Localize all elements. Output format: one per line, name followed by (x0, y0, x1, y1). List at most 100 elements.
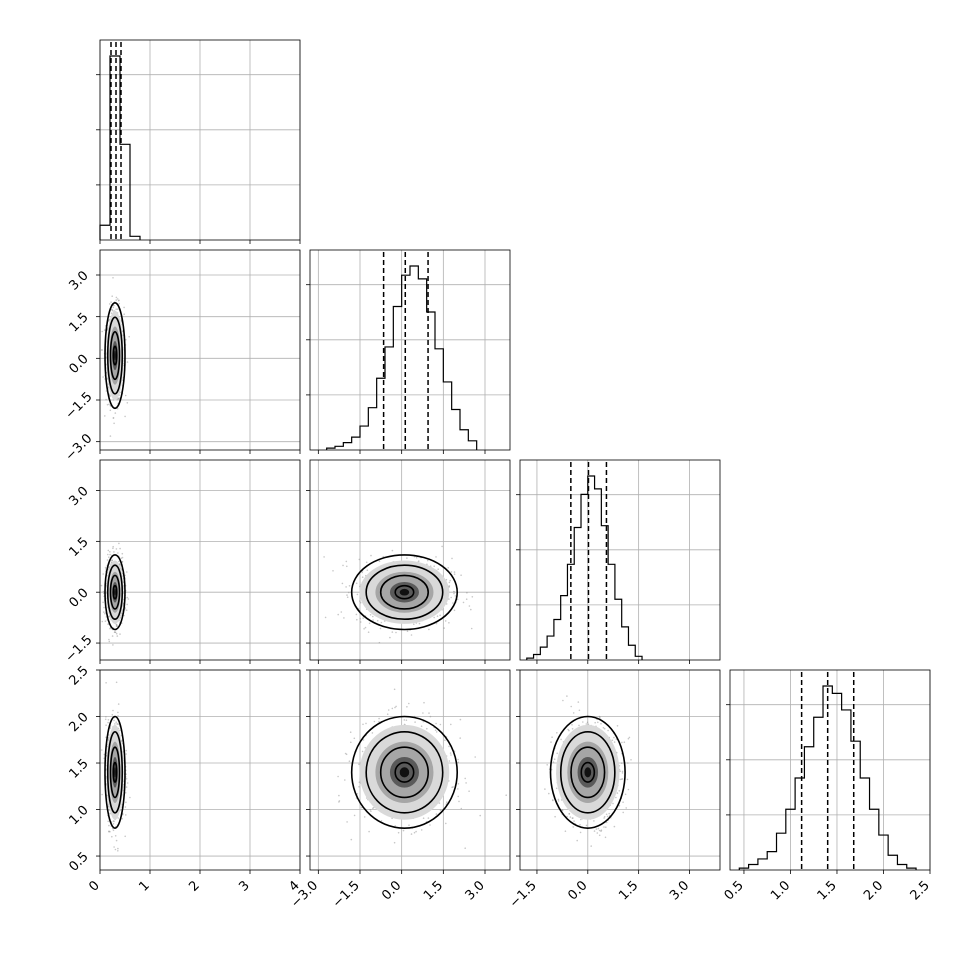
scatter-point (620, 778, 623, 780)
contour-level-3 (112, 584, 118, 600)
scatter-point (324, 616, 327, 619)
scatter-point (627, 737, 630, 740)
scatter-point (439, 723, 442, 726)
scatter-point (460, 574, 462, 576)
x-tick-label: 2.0 (861, 878, 886, 903)
scatter-point (451, 557, 453, 560)
scatter-point (109, 409, 112, 412)
scatter-point (118, 560, 120, 563)
scatter-point (437, 568, 440, 570)
scatter-point (452, 602, 454, 604)
scatter-point (109, 435, 112, 437)
scatter-point (573, 820, 575, 822)
scatter-point (114, 848, 117, 851)
x-tick-label: 3.0 (667, 878, 692, 903)
scatter-point (613, 825, 616, 828)
scatter-point (600, 830, 602, 832)
x-tick-label: 1 (136, 878, 152, 894)
scatter-point (603, 815, 606, 818)
scatter-point (368, 830, 370, 833)
contour-level-2 (109, 574, 121, 610)
scatter-point (350, 838, 353, 841)
scatter-point (605, 813, 608, 816)
scatter-point (124, 835, 126, 838)
scatter-point (410, 833, 413, 835)
scatter-point (395, 631, 397, 634)
scatter-point (379, 627, 382, 630)
scatter-point (450, 596, 453, 599)
scatter-point (438, 802, 441, 804)
scatter-point (109, 627, 111, 630)
scatter-point (429, 715, 432, 718)
scatter-point (426, 727, 428, 730)
scatter-point (119, 563, 121, 566)
scatter-point (129, 796, 131, 799)
scatter-point (420, 725, 423, 727)
scatter-point (364, 626, 367, 629)
scatter-point (372, 615, 374, 618)
contour-level-3 (580, 761, 596, 783)
scatter-point (121, 556, 124, 559)
scatter-point (338, 794, 340, 797)
scatter-point (113, 719, 115, 722)
scatter-point (418, 560, 420, 562)
scatter-point (103, 606, 105, 609)
scatter-point (103, 329, 106, 331)
scatter-point (107, 820, 109, 823)
scatter-point (468, 790, 470, 792)
scatter-point (102, 573, 104, 575)
x-tick-label: 0.5 (722, 878, 747, 903)
scatter-point (569, 816, 572, 818)
scatter-point (577, 701, 580, 703)
y-tick-label: 1.0 (66, 803, 91, 828)
scatter-point (615, 796, 617, 799)
contour-level-2 (109, 331, 121, 381)
scatter-point (441, 545, 443, 548)
scatter-point (586, 721, 589, 724)
scatter-point (453, 592, 455, 595)
scatter-point (358, 781, 361, 783)
scatter-point (120, 557, 123, 559)
scatter-point (439, 614, 441, 617)
scatter-point (457, 783, 460, 785)
scatter-point (621, 770, 624, 773)
scatter-point (444, 739, 446, 741)
scatter-point (597, 827, 600, 830)
scatter-point (344, 752, 347, 755)
scatter-point (125, 338, 127, 341)
scatter-point (391, 707, 394, 710)
scatter-point (359, 621, 362, 623)
contour-level-1 (365, 731, 444, 814)
scatter-point (605, 826, 607, 828)
scatter-point (111, 835, 113, 838)
scatter-point (552, 761, 555, 763)
scatter-point (346, 594, 348, 596)
scatter-point (446, 801, 448, 803)
scatter-point (378, 641, 381, 644)
x-tick-label: −1.5 (507, 878, 540, 911)
y-tick-label: 1.5 (66, 310, 91, 335)
scatter-point (413, 623, 415, 625)
scatter-point (546, 764, 548, 766)
scatter-point (422, 712, 424, 714)
scatter-point (606, 815, 609, 818)
scatter-point (108, 809, 111, 811)
scatter-point (433, 616, 436, 619)
density-core (114, 350, 116, 361)
panel-3-2: −1.5 0.0 1.5 3.0 (507, 669, 721, 911)
scatter-point (613, 736, 615, 739)
scatter-point (456, 598, 459, 601)
scatter-point (126, 402, 129, 404)
scatter-point (342, 564, 344, 567)
scatter-point (550, 741, 552, 743)
scatter-point (423, 701, 425, 704)
scatter-point (112, 309, 114, 312)
scatter-point (355, 613, 358, 616)
scatter-point (115, 681, 118, 684)
scatter-point (593, 830, 596, 832)
scatter-point (106, 403, 109, 406)
scatter-point (598, 829, 601, 832)
x-tick-label: 2 (186, 878, 202, 894)
scatter-point (616, 792, 619, 794)
scatter-point (112, 829, 115, 832)
